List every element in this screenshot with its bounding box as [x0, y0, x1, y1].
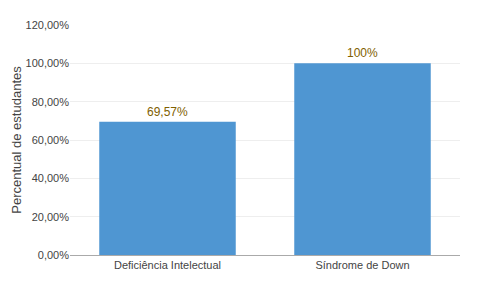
svg-text:120,00%: 120,00% [26, 19, 70, 31]
svg-text:0,00%: 0,00% [38, 249, 69, 261]
svg-text:20,00%: 20,00% [32, 211, 70, 223]
svg-text:100%: 100% [347, 46, 378, 60]
svg-text:40,00%: 40,00% [32, 172, 70, 184]
svg-text:Deficiência Intelectual: Deficiência Intelectual [114, 259, 221, 271]
svg-text:Percentual de estudantes: Percentual de estudantes [9, 66, 24, 214]
svg-text:69,57%: 69,57% [147, 105, 188, 119]
svg-text:100,00%: 100,00% [26, 57, 70, 69]
svg-text:60,00%: 60,00% [32, 134, 70, 146]
svg-text:Síndrome de Down: Síndrome de Down [315, 259, 409, 271]
svg-text:80,00%: 80,00% [32, 96, 70, 108]
